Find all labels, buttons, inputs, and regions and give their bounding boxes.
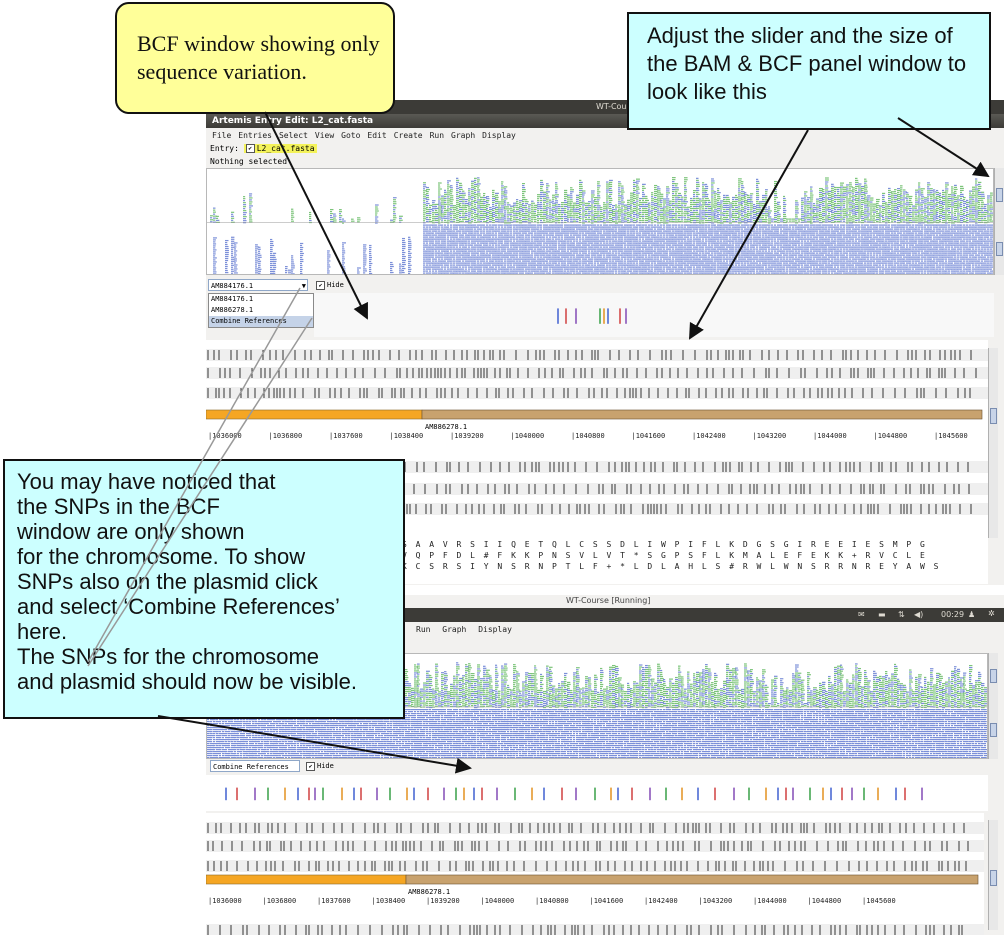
ruler-tick-label: 1037600 — [329, 432, 363, 440]
menu-view[interactable]: View — [314, 131, 335, 140]
bcf-variant-panel[interactable] — [314, 293, 994, 337]
base-ruler: 1036000 1036800 1037600 1038400 1039200 10400… — [206, 897, 984, 909]
callout-combine-references: You may have noticed that the SNPs in th… — [3, 459, 405, 719]
reference-option[interactable]: AM884176.1 — [211, 295, 254, 303]
bam-reads-panel[interactable] — [206, 168, 994, 275]
bam-scrollbar-lower[interactable] — [988, 705, 998, 759]
entry-toggle[interactable]: ✔ L2_cat.fasta — [243, 144, 317, 153]
read-coverage-plot — [207, 177, 993, 274]
system-bar: ✉ ▬ ⇅ ◀) 00:29 ♟ ✲ — [206, 608, 1004, 622]
ruler-tick-label: 1036000 — [208, 432, 242, 440]
bam-scrollbar-upper[interactable] — [994, 168, 1004, 220]
hide-checkbox[interactable]: ✔ Hide — [316, 279, 344, 291]
contig-label: AM886278.1 — [425, 423, 468, 431]
ruler-tick-label: 1045600 — [862, 897, 896, 905]
selection-status: Nothing selected — [210, 157, 288, 166]
ruler-tick-label: 1040000 — [481, 897, 515, 905]
menu-graph[interactable]: Graph — [442, 625, 467, 634]
entry-name: L2_cat.fasta — [256, 144, 315, 153]
ruler-tick-label: 1043200 — [753, 432, 787, 440]
reference-select-value: AM884176.1 — [211, 282, 254, 290]
menu-create[interactable]: Create — [393, 131, 423, 140]
reference-dropdown[interactable]: AM884176.1 AM886278.1 Combine References — [208, 293, 314, 328]
entry-label: Entry: — [210, 144, 239, 153]
menu-file[interactable]: File — [212, 131, 232, 140]
variant-plot — [225, 787, 923, 801]
ruler-tick-label: 1041600 — [590, 897, 624, 905]
base-ruler: 1036000 1036800 1037600 1038400 1039200 10400… — [206, 432, 988, 444]
menu-bar: Run Graph Display — [410, 623, 1004, 636]
network-icon[interactable]: ⇅ — [898, 610, 905, 619]
clock[interactable]: 00:29 — [941, 610, 965, 619]
frame-lines-plot — [206, 822, 984, 935]
menu-select[interactable]: Select — [278, 131, 308, 140]
menu-bar: File Entries Select View Goto Edit Create Run Gr… — [206, 129, 1004, 142]
menu-entries[interactable]: Entries — [238, 131, 272, 140]
hide-label: Hide — [317, 762, 334, 770]
gear-icon[interactable]: ✲ — [988, 609, 995, 618]
user-icon[interactable]: ♟ — [968, 610, 976, 619]
menu-edit[interactable]: Edit — [367, 131, 387, 140]
contig-label: AM886278.1 — [408, 888, 451, 896]
ruler-tick-label: 1042400 — [692, 432, 726, 440]
ruler-tick-label: 1044000 — [813, 432, 847, 440]
bcf-variant-panel[interactable] — [206, 775, 988, 811]
reference-select[interactable]: AM884176.1 ▼ — [208, 279, 308, 291]
ruler-tick-label: 1044800 — [808, 897, 842, 905]
ruler-tick-label: 1036800 — [263, 897, 297, 905]
aa-frame-3: K C S R S I Y N S R N P T L F + * L D L … — [402, 562, 941, 571]
menu-run[interactable]: Run — [416, 625, 431, 634]
ruler-tick-label: 1043200 — [699, 897, 733, 905]
variant-plot — [557, 308, 627, 324]
hide-checkbox[interactable]: ✔ Hide — [306, 760, 334, 772]
ruler-tick-label: 1039200 — [426, 897, 460, 905]
aa-frame-1: S A A V R S I I Q E T Q L C S S D L I W … — [402, 540, 927, 549]
battery-icon[interactable]: ▬ — [878, 610, 886, 619]
hide-label: Hide — [327, 281, 344, 289]
reference-option-combine[interactable]: Combine References — [209, 316, 313, 327]
bam-scrollbar-lower[interactable] — [994, 220, 1004, 275]
menu-display[interactable]: Display — [482, 131, 516, 140]
ruler-tick-label: 1042400 — [644, 897, 678, 905]
ruler-tick-label: 1044000 — [753, 897, 787, 905]
menu-graph[interactable]: Graph — [451, 131, 476, 140]
ruler-tick-label: 1038400 — [372, 897, 406, 905]
callout-bcf-window: BCF window showing only sequence variati… — [115, 2, 395, 114]
ruler-tick-label: 1036000 — [208, 897, 242, 905]
callout-adjust-slider: Adjust the slider and the size of the BA… — [627, 12, 991, 130]
entry-row: Entry: ✔ L2_cat.fasta — [206, 143, 1004, 155]
ruler-tick-label: 1040800 — [571, 432, 605, 440]
reference-select-value: Combine References — [213, 763, 289, 771]
ruler-tick-label: 1040000 — [511, 432, 545, 440]
ruler-tick-label: 1037600 — [317, 897, 351, 905]
ruler-tick-label: 1036800 — [269, 432, 303, 440]
ruler-tick-label: 1045600 — [934, 432, 968, 440]
ruler-tick-label: 1040800 — [535, 897, 569, 905]
ruler-tick-label: 1039200 — [450, 432, 484, 440]
aa-frame-2: V Q P F D L # F K K P N S V L V T * S G … — [402, 551, 927, 560]
volume-icon[interactable]: ◀) — [914, 610, 924, 619]
menu-goto[interactable]: Goto — [341, 131, 361, 140]
callout-snps-text: You may have noticed that the SNPs in th… — [17, 469, 357, 694]
vm-title: WT-Course [Running] — [566, 596, 651, 605]
menu-run[interactable]: Run — [429, 131, 445, 140]
ruler-tick-label: 1041600 — [632, 432, 666, 440]
bam-scrollbar-upper[interactable] — [988, 653, 998, 705]
menu-display[interactable]: Display — [478, 625, 512, 634]
mail-icon[interactable]: ✉ — [858, 610, 865, 619]
ruler-tick-label: 1038400 — [390, 432, 424, 440]
feature-scrollbar[interactable] — [988, 348, 998, 538]
reference-select[interactable]: Combine References — [210, 760, 300, 772]
reference-option[interactable]: AM886278.1 — [211, 306, 254, 314]
ruler-tick-label: 1044800 — [874, 432, 908, 440]
feature-display[interactable]: AM886278.1 10360001036800103760010384001… — [206, 813, 984, 935]
chevron-down-icon: ▼ — [301, 282, 306, 290]
feature-scrollbar[interactable] — [988, 820, 998, 930]
